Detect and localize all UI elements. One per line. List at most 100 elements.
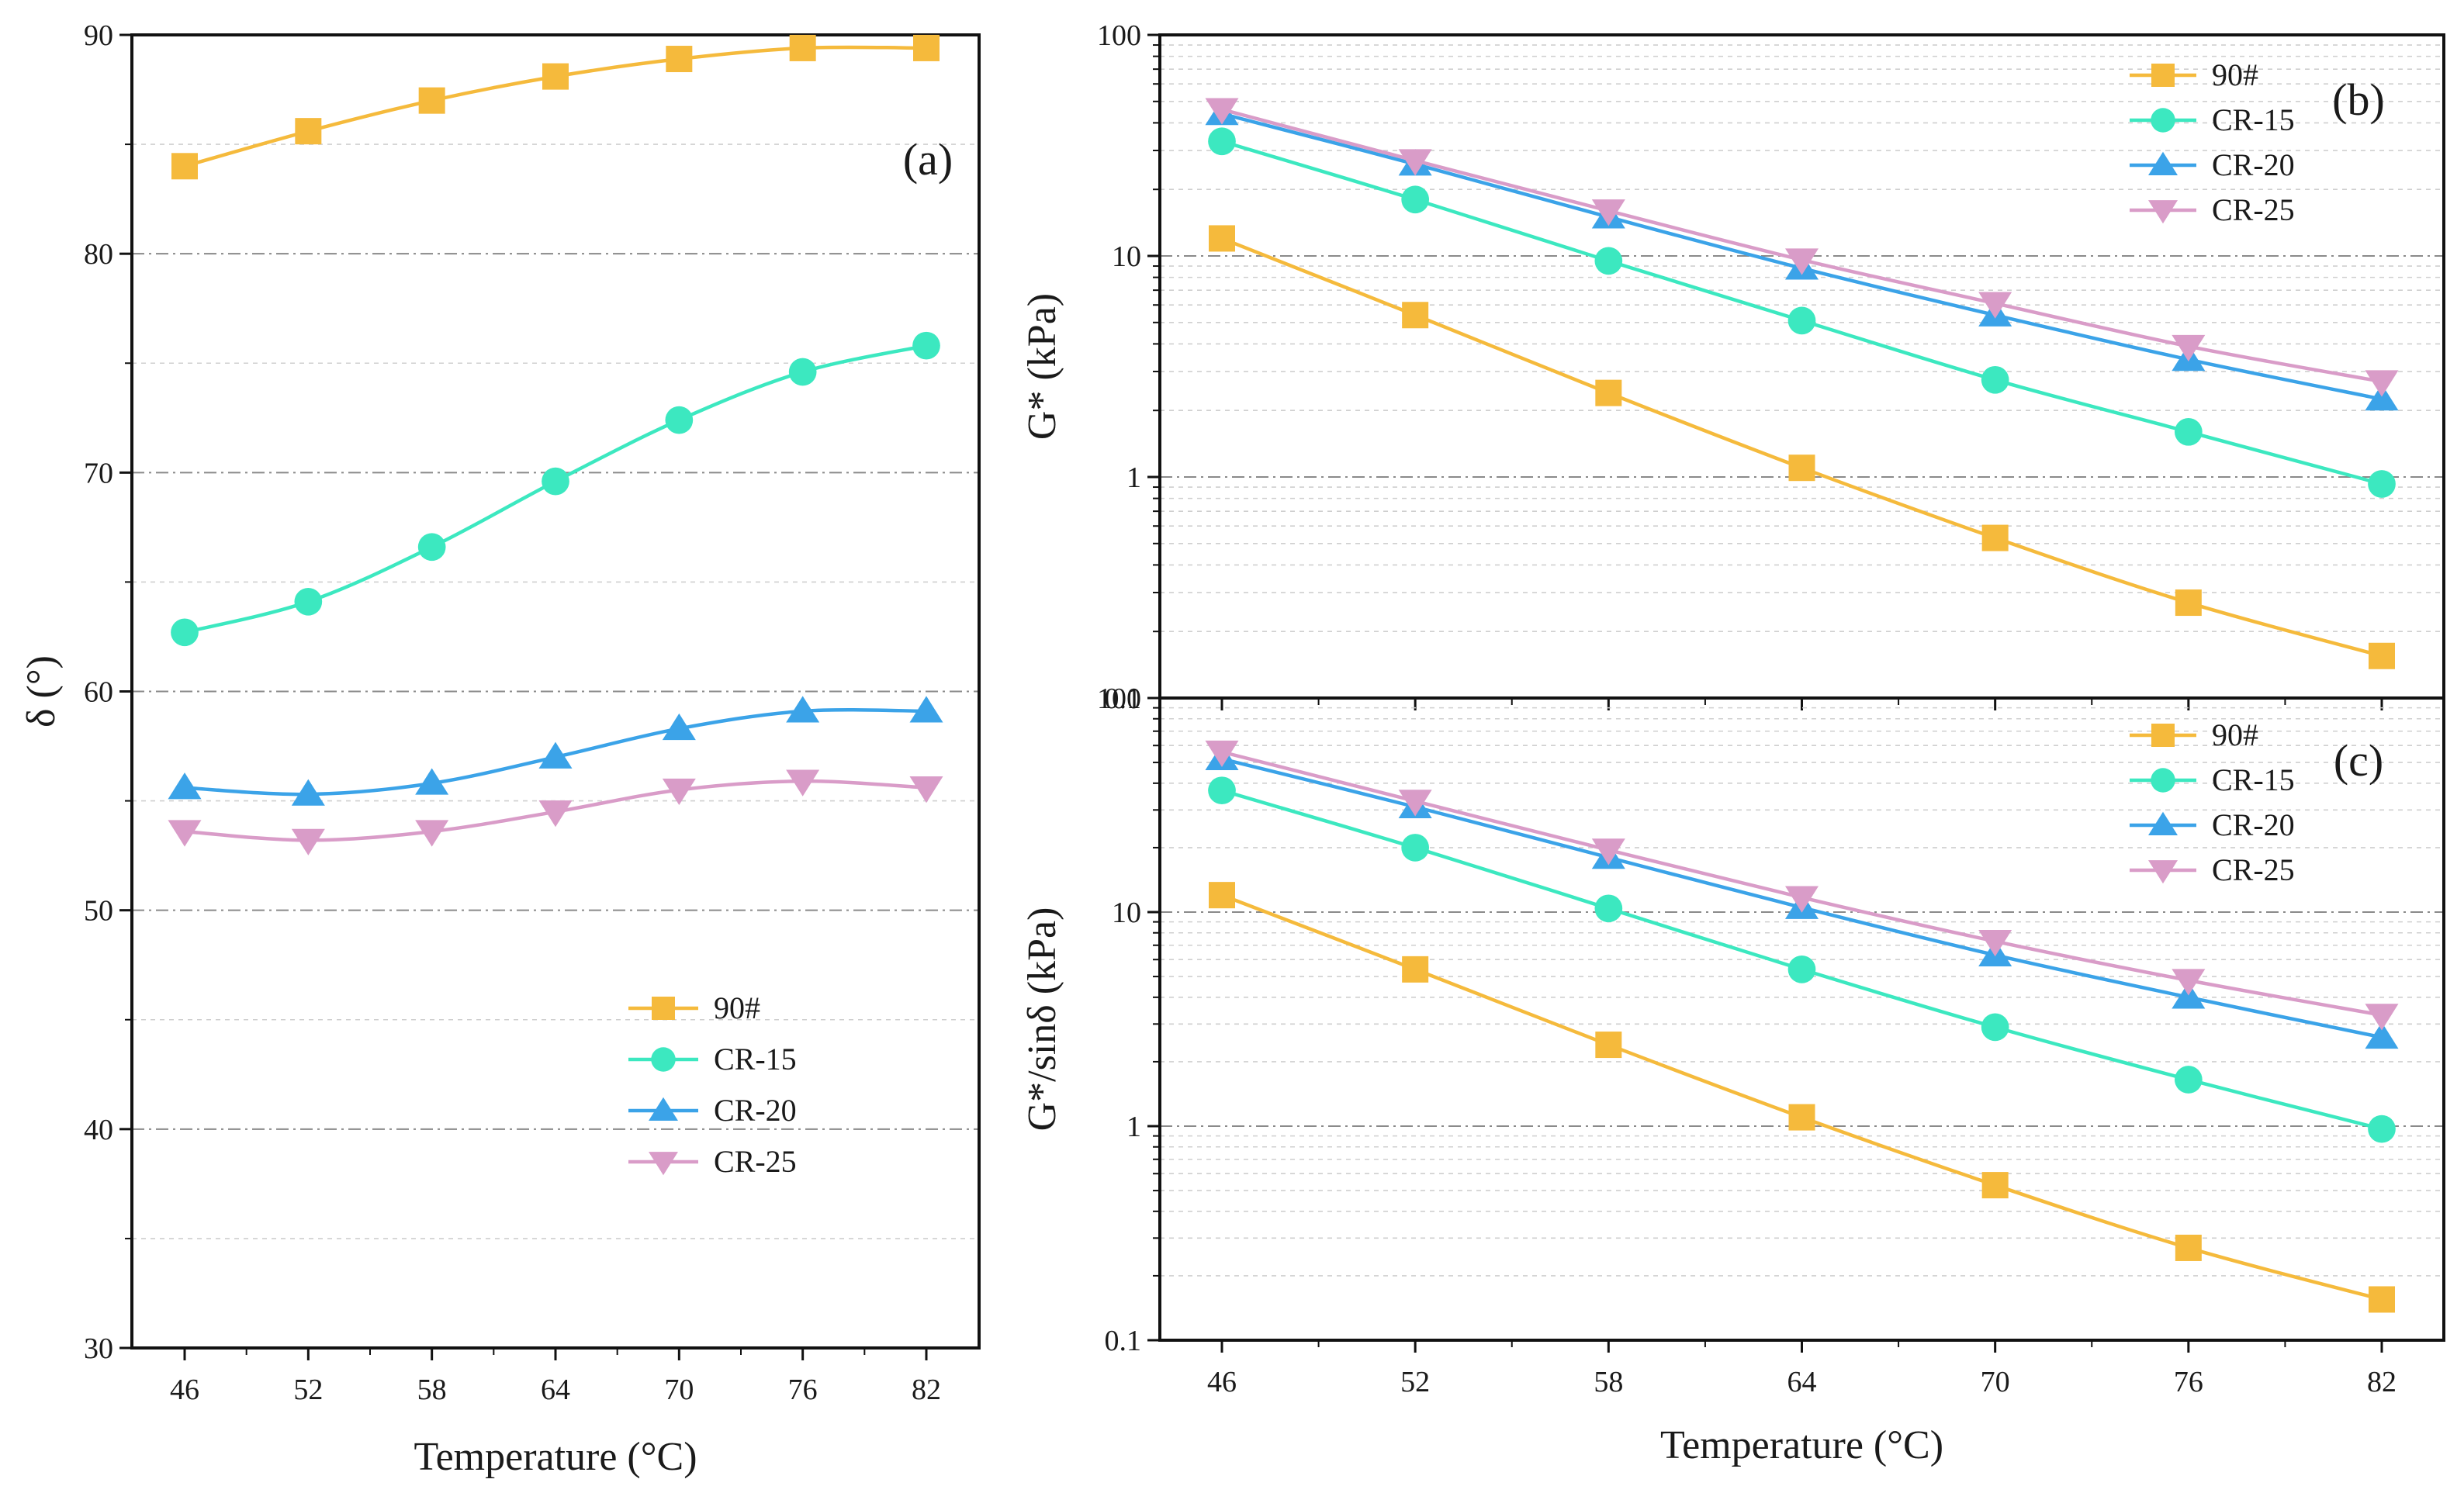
data-point [1981,524,2009,551]
series-a-90# [171,34,940,180]
data-point [1209,882,1235,909]
legend-marker [2151,64,2175,87]
x-axis-title-a: Temperature (°C) [414,1435,697,1479]
gridlines-b [1160,44,2444,633]
data-point [1205,740,1239,768]
legend-label: CR-25 [2212,192,2295,227]
data-point [1594,247,1623,275]
data-point [1787,306,1816,335]
data-point [1981,365,2009,394]
y-axis-title-c: G*/sinδ (kPa) [1020,907,1064,1132]
gridlines-c [1160,707,2444,1277]
data-point [1978,930,2012,957]
x-tick-label: 58 [417,1374,447,1406]
x-tick-label: 76 [2174,1366,2203,1398]
x-tick-label: 52 [293,1374,323,1406]
data-point [168,820,202,847]
y-axis-c: 0.1 1 10 100 [1097,683,1160,1357]
data-point [2365,1021,2399,1049]
x-axis-title-c: Temperature (°C) [1660,1423,1943,1467]
gridlines-a [132,143,979,1239]
data-point [542,63,569,90]
legend-item: CR-20 [2130,147,2295,182]
data-point [415,820,449,847]
legend-label: CR-15 [714,1042,797,1077]
series-a-CR-20 [168,696,943,806]
data-point [168,772,202,800]
data-point [1401,834,1430,862]
data-point [171,153,198,180]
data-point [415,768,449,795]
y-tick-label: 1 [1126,461,1141,494]
legend-marker [2148,200,2178,224]
legend-marker [2151,724,2175,747]
legend-a: 90# CR-15 CR-20 CR-25 [628,990,797,1179]
data-point [789,34,816,61]
y-tick-label: 30 [84,1332,113,1365]
legend-marker [651,1047,676,1072]
legend-label: CR-25 [2212,852,2295,887]
x-tick-label: 82 [912,1374,941,1406]
series-b-90# [1209,225,2395,669]
legend-c: 90# CR-15 CR-20 CR-25 [2130,717,2295,887]
series-c-CR-25 [1205,740,2399,1031]
data-point [1595,1032,1622,1059]
legend-label: CR-20 [2212,807,2295,842]
data-point [2172,969,2206,996]
data-point [662,713,696,741]
y-tick-label: 100 [1097,19,1141,52]
data-point [909,776,943,804]
legend-label: CR-20 [2212,147,2295,182]
data-point [2365,384,2399,411]
data-point [2369,642,2395,669]
x-tick-label: 64 [541,1374,570,1406]
series-b-CR-15 [1208,127,2396,498]
x-tick-label: 70 [1981,1366,2010,1398]
y-axis-b: 0.1 1 10 100 [1097,19,1160,715]
data-point [1401,185,1430,214]
data-point [909,696,943,723]
data-point [1788,454,1815,482]
data-point [2174,1066,2203,1094]
data-point [538,741,573,769]
legend-item: CR-15 [2130,762,2295,797]
legend-b: 90# CR-15 CR-20 CR-25 [2130,57,2295,227]
data-point [1595,379,1622,406]
legend-marker [2148,811,2178,835]
legend-marker [2151,108,2175,133]
x-axis-a: 46 52 58 64 70 76 82 [170,1348,941,1406]
panel-label-b: (b) [2332,74,2385,125]
legend-item: CR-20 [628,1093,797,1128]
series-c-CR-15 [1208,776,2396,1143]
y-tick-label: 40 [84,1114,113,1146]
data-point [2368,1115,2396,1143]
data-point [666,46,693,73]
data-point [291,828,325,855]
data-point [2174,417,2203,446]
data-point [1788,1104,1815,1131]
x-axis-c: 46 52 58 64 70 76 82 [1207,1340,2397,1398]
legend-item: 90# [628,990,760,1025]
legend-marker [2151,768,2175,793]
legend-item: 90# [2130,57,2258,92]
legend-item: CR-15 [628,1042,797,1077]
data-point [2175,1234,2202,1261]
x-tick-label: 46 [1207,1366,1237,1398]
data-point [786,769,820,797]
data-point [1591,199,1625,226]
data-point [1208,776,1236,805]
legend-label: 90# [714,990,760,1025]
y-tick-label: 50 [84,895,113,928]
legend-item: CR-25 [628,1144,797,1179]
data-point [665,406,694,434]
data-point [417,533,446,562]
series-c-90# [1209,882,2395,1313]
y-axis-title-b: G* (kPa) [1020,293,1064,440]
x-tick-label: 82 [2367,1366,2397,1398]
legend-label: CR-25 [714,1144,797,1179]
data-point [1594,894,1623,923]
data-point [542,467,569,496]
legend-label: CR-15 [2212,762,2295,797]
chart-panel-c: 0.1 1 10 100 46 52 58 64 70 76 82 Temperature (°C) G… [1020,683,2445,1467]
